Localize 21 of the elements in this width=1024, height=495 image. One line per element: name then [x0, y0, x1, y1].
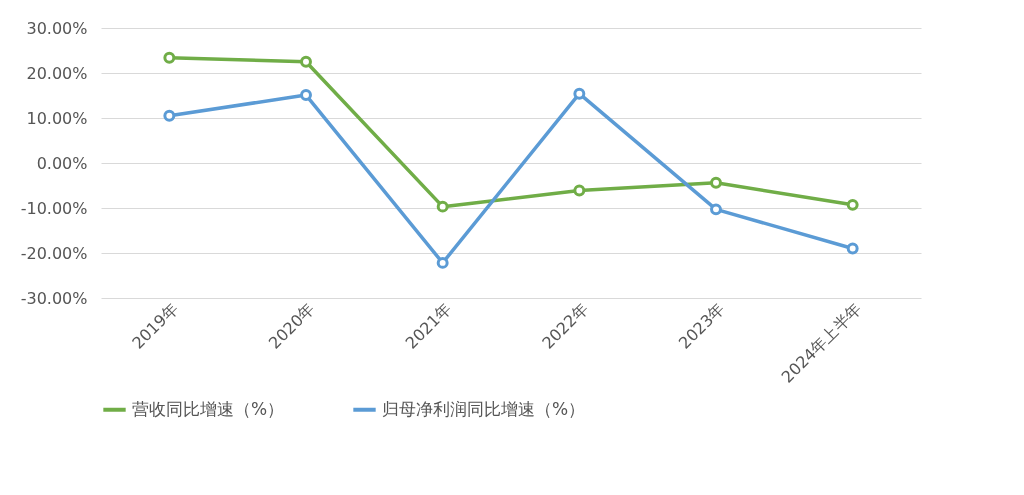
- y-tick-label: 30.00%: [26, 18, 88, 38]
- point: [846, 198, 859, 211]
- point: [573, 184, 586, 197]
- y-tick-label: -30.00%: [20, 288, 88, 308]
- point: [846, 242, 859, 255]
- y-tick-label: -20.00%: [20, 243, 88, 263]
- y-tick-label: 0.00%: [36, 153, 88, 173]
- point: [300, 89, 312, 102]
- point: [436, 200, 449, 213]
- y-tick-label: 20.00%: [26, 63, 88, 83]
- legend-label: 营收同比增速（%）: [132, 398, 285, 419]
- y-tick-label: -10.00%: [20, 198, 88, 218]
- point: [300, 55, 312, 68]
- y-tick-label: 10.00%: [26, 108, 88, 128]
- point: [163, 51, 176, 64]
- legend-label: 归母净利润同比增速（%）: [382, 398, 586, 419]
- point: [573, 87, 586, 100]
- point: [163, 109, 176, 122]
- point: [710, 203, 722, 216]
- point: [710, 176, 722, 189]
- point: [436, 256, 449, 269]
